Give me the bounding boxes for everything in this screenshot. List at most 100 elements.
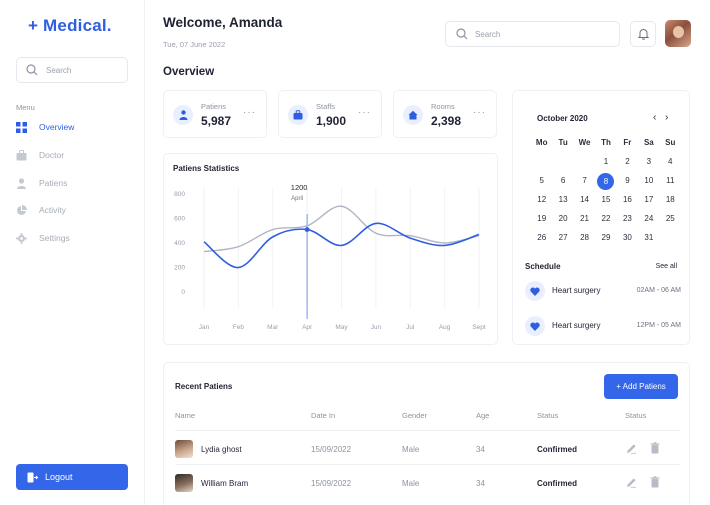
calendar-day[interactable]: 25 [665,214,675,223]
y-tick-label: 400 [174,240,185,247]
edit-icon[interactable] [626,443,637,454]
search-icon [26,64,38,76]
add-patiens-button[interactable]: + Add Patiens [604,374,678,399]
calendar-day[interactable]: 29 [601,233,611,242]
tooltip-label: April [291,196,303,202]
edit-icon[interactable] [626,477,637,488]
more-options-icon[interactable]: ··· [473,107,486,118]
sidebar: + Medical. Search Menu Overview Doctor P… [0,0,145,505]
calendar-day[interactable]: 14 [580,195,590,204]
x-tick-label: Sept [472,324,486,331]
calendar-day[interactable]: 17 [644,195,654,204]
chart-title: Patiens Statistics [173,164,240,173]
schedule-item[interactable]: Heart surgery 12PM - 05 AM [525,315,681,337]
calendar-day[interactable]: 16 [622,195,632,204]
prev-month-button[interactable]: ‹ [653,112,657,123]
weekday-label: Sa [643,138,654,147]
calendar-day[interactable]: 2 [625,157,630,166]
calendar-day[interactable]: 8 [595,173,616,190]
calendar-day[interactable]: 22 [601,214,611,223]
page-title: Welcome, Amanda [163,15,283,30]
column-header[interactable]: Status [537,411,559,420]
calendar-day[interactable]: 9 [625,176,630,185]
y-tick-label: 200 [174,265,185,272]
calendar-day[interactable]: 5 [539,176,544,185]
tooltip-point[interactable] [304,227,310,232]
sidebar-item-activity[interactable]: Activity [16,201,126,219]
calendar-day[interactable]: 30 [622,233,632,242]
calendar-grid: Mo Tu We Th Fr Sa Su 1 2 3 4 5 6 7 8 9 10 11 12 13 14 15 16 17 1… [531,135,681,246]
calendar-day[interactable]: 31 [644,233,654,242]
patient-date: 15/09/2022 [311,445,352,454]
stat-label: Rooms [431,102,455,111]
trash-icon[interactable] [650,442,660,454]
sidebar-item-patiens[interactable]: Patiens [16,174,126,192]
series-line [203,205,480,253]
column-header[interactable]: Name [175,411,196,420]
calendar-day[interactable]: 15 [601,195,611,204]
more-options-icon[interactable]: ··· [358,107,371,118]
patient-name[interactable]: William Bram [201,479,249,488]
calendar-day[interactable]: 21 [580,214,590,223]
app-logo[interactable]: + Medical. [28,16,112,35]
sidebar-item-label: Doctor [39,150,65,160]
more-options-icon[interactable]: ··· [243,107,256,118]
patient-status: Confirmed [537,445,577,454]
weekday-label: Fr [623,138,632,147]
calendar-day[interactable]: 12 [537,195,547,204]
patient-status: Confirmed [537,479,577,488]
calendar-day[interactable]: 23 [622,214,632,223]
sidebar-item-doctor[interactable]: Doctor [16,146,126,164]
calendar-day[interactable]: 7 [582,176,587,185]
table-title: Recent Patiens [175,382,233,391]
column-header[interactable]: Status [625,411,647,420]
schedule-time: 12PM - 05 AM [636,322,681,329]
patient-age: 34 [476,445,485,454]
sidebar-search-placeholder: Search [46,66,72,75]
overview-title: Overview [163,66,215,78]
header-search-input[interactable]: Search [445,21,620,47]
column-header[interactable]: Gender [402,411,428,420]
user-avatar[interactable] [665,20,691,47]
tooltip-value: 1200 [291,183,308,192]
current-date: Tue, 07 June 2022 [163,40,226,49]
calendar-day[interactable]: 24 [644,214,654,223]
weekday-label: We [578,138,591,147]
stat-card-patiens: Patiens 5,987 ··· [163,90,267,138]
patient-name[interactable]: Lydia ghost [201,445,242,454]
calendar-day[interactable]: 28 [580,233,590,242]
calendar-day[interactable]: 20 [558,214,568,223]
calendar-day[interactable]: 11 [666,176,675,185]
calendar-day[interactable]: 4 [668,157,673,166]
calendar-day[interactable]: 18 [665,195,675,204]
calendar-day[interactable]: 6 [560,176,566,185]
see-all-link[interactable]: See all [655,263,677,270]
sidebar-item-settings[interactable]: Settings [16,229,126,247]
patient-gender: Male [402,445,420,454]
weekday-label: Mo [535,138,548,147]
patient-gender: Male [402,479,420,488]
column-header[interactable]: Date In [311,411,336,420]
calendar-day[interactable]: 26 [537,233,547,242]
calendar-day[interactable]: 3 [646,157,652,166]
calendar-day[interactable]: 10 [644,176,654,185]
trash-icon[interactable] [650,476,660,488]
x-tick-label: May [335,324,348,331]
calendar-day[interactable]: 27 [558,233,568,242]
next-month-button[interactable]: › [665,112,669,123]
weekday-label: Th [601,138,611,147]
notification-button[interactable] [630,21,656,47]
schedule-name: Heart surgery [552,321,601,330]
calendar-empty [660,230,681,246]
calendar-day[interactable]: 19 [537,214,547,223]
logout-button[interactable]: Logout [16,464,128,490]
sidebar-item-overview[interactable]: Overview [16,118,126,136]
calendar-day[interactable]: 13 [558,195,568,204]
briefcase-icon [16,149,27,160]
sidebar-search-input[interactable]: Search [16,57,128,83]
calendar-empty [531,154,552,170]
schedule-item[interactable]: Heart surgery 02AM - 06 AM [525,280,681,302]
stat-value: 2,398 [431,114,462,128]
column-header[interactable]: Age [476,411,490,420]
calendar-day[interactable]: 1 [603,157,609,166]
